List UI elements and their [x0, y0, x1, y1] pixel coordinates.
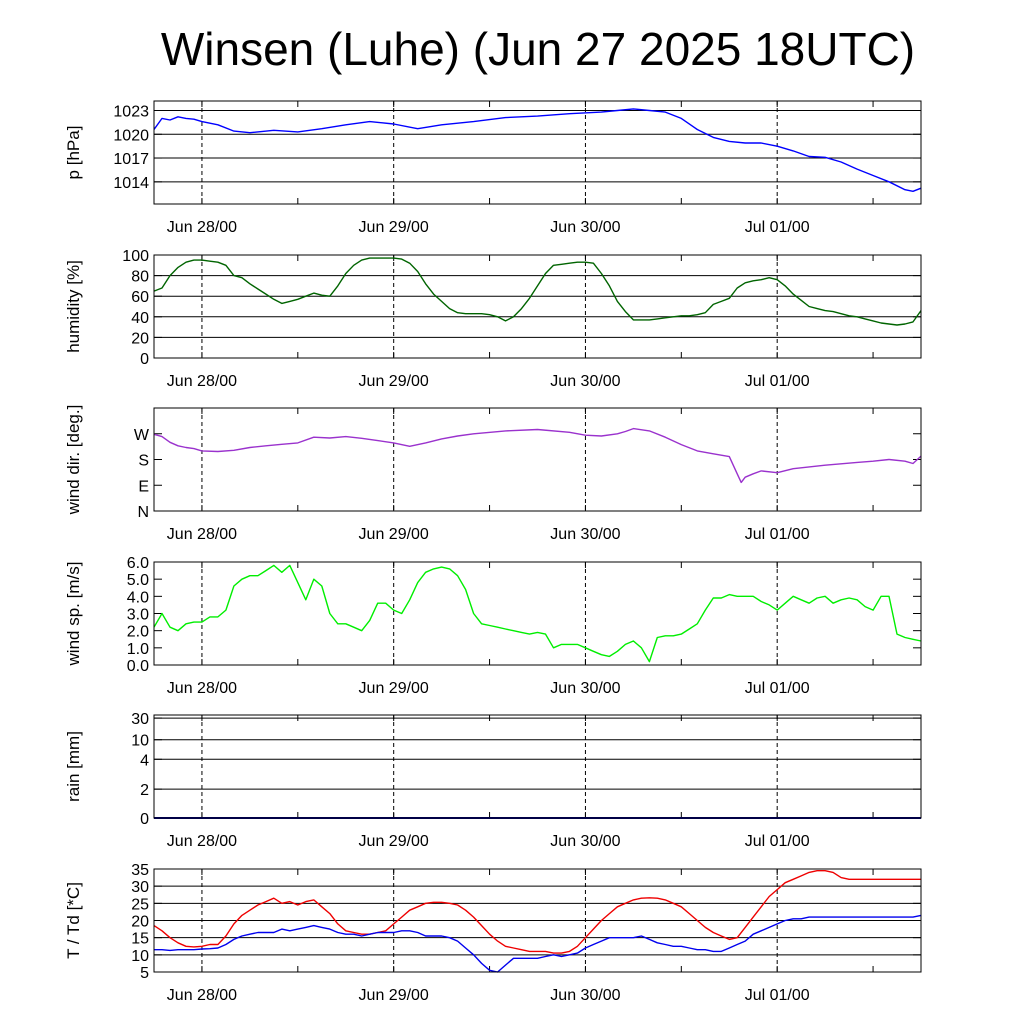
plot-frame: [153, 868, 922, 973]
y-tick-label: 4: [140, 752, 149, 769]
x-tick-label: Jun 28/00: [167, 526, 237, 543]
series-line-0: [153, 108, 922, 193]
x-tick-label: Jul 01/00: [745, 833, 810, 850]
x-tick-label: Jun 29/00: [359, 219, 429, 236]
x-tick-label: Jun 30/00: [550, 987, 620, 1004]
x-tick-label: Jun 28/00: [167, 833, 237, 850]
plot-frame: [153, 561, 922, 666]
panel-1: 0 20 40 60 80 100 Jun 28/00 Jun 29/00 Jun 30/00 J…: [64, 248, 922, 390]
plot-frame: [153, 100, 922, 205]
y-tick-label: S: [138, 453, 149, 470]
y-tick-label: 15: [131, 931, 149, 948]
y-tick-label: E: [138, 478, 149, 495]
plot-frame: [153, 254, 922, 359]
y-tick-label: 5: [140, 965, 149, 982]
y-tick-label: 80: [131, 269, 149, 286]
y-tick-label: 60: [131, 289, 149, 306]
y-tick-label: 1020: [113, 127, 149, 144]
y-axis-label: p [hPa]: [64, 126, 83, 180]
y-tick-label: 2: [140, 782, 149, 799]
x-tick-label: Jun 29/00: [359, 373, 429, 390]
y-tick-label: W: [134, 427, 150, 444]
x-tick-label: Jun 29/00: [359, 526, 429, 543]
x-tick-label: Jul 01/00: [745, 219, 810, 236]
x-tick-label: Jun 30/00: [550, 680, 620, 697]
y-tick-label: 0.0: [127, 658, 149, 675]
y-tick-label: 30: [131, 879, 149, 896]
series-line-0: [153, 564, 922, 663]
x-tick-label: Jun 29/00: [359, 987, 429, 1004]
y-tick-label: 35: [131, 862, 149, 879]
series-line-0: [153, 257, 922, 326]
x-tick-label: Jun 30/00: [550, 219, 620, 236]
y-tick-label: 0: [140, 811, 149, 828]
series-line-0: [153, 870, 921, 954]
y-tick-label: 1023: [113, 104, 149, 121]
plot-frame: [153, 407, 922, 512]
x-tick-label: Jun 28/00: [167, 680, 237, 697]
y-tick-label: 30: [131, 711, 149, 728]
y-tick-label: N: [137, 504, 149, 521]
x-tick-label: Jun 28/00: [167, 373, 237, 390]
x-tick-label: Jul 01/00: [745, 680, 810, 697]
plot-frame: [153, 714, 922, 819]
y-tick-label: 40: [131, 310, 149, 327]
y-tick-label: 0: [140, 351, 149, 368]
y-axis-label: T / Td [*C]: [64, 882, 83, 959]
x-tick-label: Jun 28/00: [167, 987, 237, 1004]
x-tick-label: Jun 29/00: [359, 680, 429, 697]
panel-0: 1014 1017 1020 1023 Jun 28/00 Jun 29/00 Jun 30…: [64, 100, 922, 236]
y-tick-label: 20: [131, 330, 149, 347]
x-tick-label: Jun 30/00: [550, 526, 620, 543]
y-tick-label: 100: [122, 248, 149, 265]
y-tick-label: 1014: [113, 175, 149, 192]
x-tick-label: Jun 30/00: [550, 833, 620, 850]
y-tick-label: 5.0: [127, 572, 149, 589]
y-tick-label: 20: [131, 914, 149, 931]
y-axis-label: wind sp. [m/s]: [64, 562, 83, 667]
y-tick-label: 3.0: [127, 607, 149, 624]
y-tick-label: 10: [131, 733, 149, 750]
y-tick-label: 1017: [113, 151, 149, 168]
x-tick-label: Jul 01/00: [745, 987, 810, 1004]
y-tick-label: 6.0: [127, 555, 149, 572]
panel-3: 0.01.02.03.04.05.06.0 Jun 28/00 Jun 29/00 J…: [64, 555, 922, 697]
x-tick-label: Jul 01/00: [745, 526, 810, 543]
y-axis-label: wind dir. [deg.]: [64, 405, 83, 516]
y-tick-label: 25: [131, 896, 149, 913]
x-tick-label: Jun 29/00: [359, 833, 429, 850]
y-axis-label: humidity [%]: [64, 260, 83, 353]
x-tick-label: Jun 30/00: [550, 373, 620, 390]
x-tick-label: Jul 01/00: [745, 373, 810, 390]
y-tick-label: 1.0: [127, 641, 149, 658]
series-line-1: [154, 914, 922, 973]
y-tick-label: 2.0: [127, 624, 149, 641]
series-line-0: [153, 427, 922, 484]
chart-title: Winsen (Luhe) (Jun 27 2025 18UTC): [160, 23, 916, 75]
y-axis-label: rain [mm]: [64, 731, 83, 802]
panel-4: 0 2 4 10 30 Jun 28/00 Jun 29/00 Jun 30/00 Jul 01…: [64, 711, 922, 850]
y-tick-label: 10: [131, 948, 149, 965]
x-tick-label: Jun 28/00: [167, 219, 237, 236]
y-tick-label: 4.0: [127, 589, 149, 606]
